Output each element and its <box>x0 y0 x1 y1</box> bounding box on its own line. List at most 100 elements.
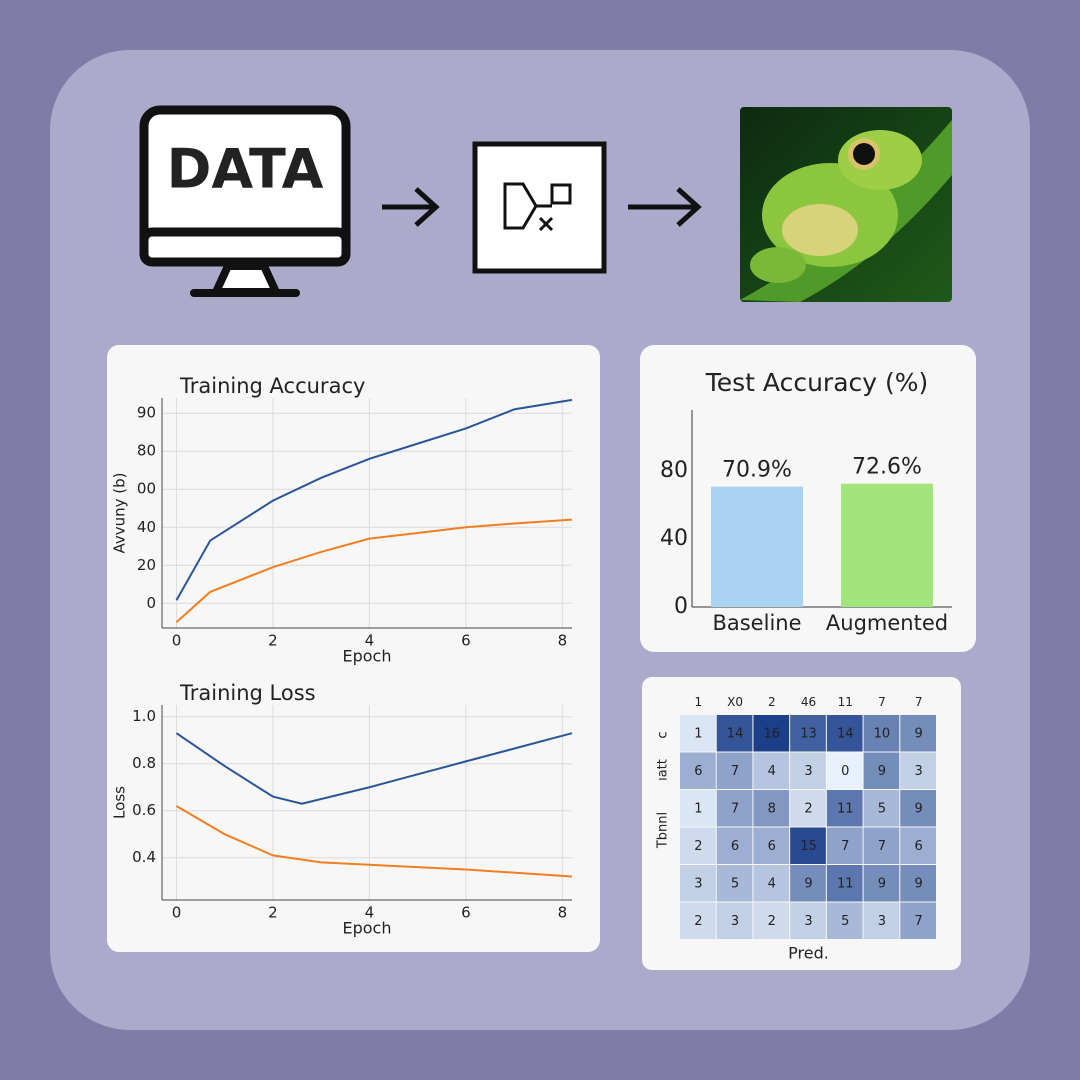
column-label: 7 <box>915 695 923 709</box>
frog-belly <box>782 204 858 256</box>
arrow <box>382 187 440 227</box>
heatmap-cell <box>826 865 863 902</box>
heatmap-cell <box>716 752 753 789</box>
heatmap-cell <box>790 865 826 902</box>
y-tick-label: 0.6 <box>132 801 156 819</box>
cell-label: 14 <box>727 726 744 741</box>
heatmap-cell <box>863 827 900 864</box>
x-tick-label: 0 <box>172 904 182 922</box>
column-label: 7 <box>878 695 886 709</box>
column-label: 2 <box>768 695 776 709</box>
heatmap-cell <box>716 865 753 902</box>
heatmap-cell <box>863 752 900 789</box>
y-tick-label: 90 <box>137 404 156 422</box>
cell-label: 1 <box>694 726 702 741</box>
leaf <box>740 120 952 302</box>
cell-label: 5 <box>731 876 739 891</box>
cell-label: 9 <box>915 876 923 891</box>
heatmap-cell <box>680 790 716 827</box>
heatmap-cell <box>716 827 753 864</box>
cell-label: 0 <box>841 764 849 779</box>
cell-label: 5 <box>878 801 886 816</box>
cell-label: 3 <box>915 764 923 779</box>
value-label: 72.6% <box>852 455 922 480</box>
chart-title: Test Accuracy (%) <box>705 368 929 397</box>
heatmap-cell <box>863 865 900 902</box>
heatmap-cell <box>753 790 790 827</box>
annotation: ıatt <box>656 759 671 781</box>
y-tick-label: 00 <box>137 480 156 498</box>
heatmap-cell <box>753 902 790 939</box>
cell-label: 7 <box>731 801 739 816</box>
cell-label: 13 <box>800 726 817 741</box>
x-tick-label: 4 <box>365 632 375 650</box>
heatmap-cell <box>790 902 826 939</box>
y-tick-label: 20 <box>137 556 156 574</box>
x-tick-label: 8 <box>558 632 568 650</box>
x-tick-label: Baseline <box>712 611 801 635</box>
cell-label: 4 <box>768 764 776 779</box>
heatmap-cell <box>680 752 716 789</box>
cell-label: 3 <box>804 764 812 779</box>
y-tick-label: 80 <box>137 442 156 460</box>
heatmap-cell <box>716 790 753 827</box>
x-tick-label: 4 <box>365 904 375 922</box>
cell-label: 7 <box>915 914 923 929</box>
annotation: c <box>656 731 671 738</box>
cell-label: 3 <box>731 914 739 929</box>
cell-label: 11 <box>837 801 854 816</box>
line-series <box>175 518 573 624</box>
heatmap-cell <box>826 790 863 827</box>
heatmap-cell <box>753 865 790 902</box>
cell-label: 2 <box>804 801 812 816</box>
heatmap-cell <box>680 865 716 902</box>
cell-label: 15 <box>800 839 817 854</box>
cell-label: 6 <box>915 839 923 854</box>
cell-label: 3 <box>694 876 702 891</box>
x-tick-label: 6 <box>461 904 471 922</box>
cell-label: 11 <box>837 876 854 891</box>
cell-label: 9 <box>878 764 886 779</box>
line-series <box>175 732 573 805</box>
heatmap-cell <box>680 902 716 939</box>
cell-label: 6 <box>768 839 776 854</box>
heatmap-cell <box>753 752 790 789</box>
y-axis-label: Tbnnl <box>656 812 671 849</box>
heatmap-cell <box>680 827 716 864</box>
heatmap-cell <box>900 902 936 939</box>
heatmap-cell <box>900 790 936 827</box>
chart-title: Training Loss <box>179 681 316 705</box>
heatmap-cell <box>790 790 826 827</box>
heatmap-cell <box>900 752 936 789</box>
y-tick-label: 1.0 <box>132 707 156 725</box>
heatmap-cell <box>900 715 936 752</box>
cell-label: 2 <box>694 914 702 929</box>
frog-image <box>740 107 952 302</box>
cell-label: 7 <box>731 764 739 779</box>
chart-title: Training Accuracy <box>179 374 365 398</box>
column-label: 46 <box>801 695 816 709</box>
cell-label: 16 <box>764 726 781 741</box>
frog-leg <box>750 247 806 283</box>
heatmap-cell <box>716 715 753 752</box>
y-tick-label: 0 <box>146 594 156 612</box>
line-series <box>175 805 573 878</box>
monitor-stand <box>209 262 283 296</box>
y-tick-label: 80 <box>660 458 688 483</box>
training-panel <box>107 345 600 952</box>
heatmap-cell <box>863 715 900 752</box>
cell-label: 7 <box>878 839 886 854</box>
x-tick-label: 2 <box>268 904 278 922</box>
heatmap-cell <box>826 715 863 752</box>
monitor-bezel <box>139 227 351 267</box>
x-axis-label: Epoch <box>343 647 392 666</box>
cell-label: 3 <box>804 914 812 929</box>
heatmap-cell <box>790 827 826 864</box>
model-icon <box>503 182 572 232</box>
cell-label: 4 <box>768 876 776 891</box>
x-tick-label: 8 <box>558 904 568 922</box>
y-tick-label: 40 <box>137 518 156 536</box>
value-label: 70.9% <box>722 458 792 483</box>
